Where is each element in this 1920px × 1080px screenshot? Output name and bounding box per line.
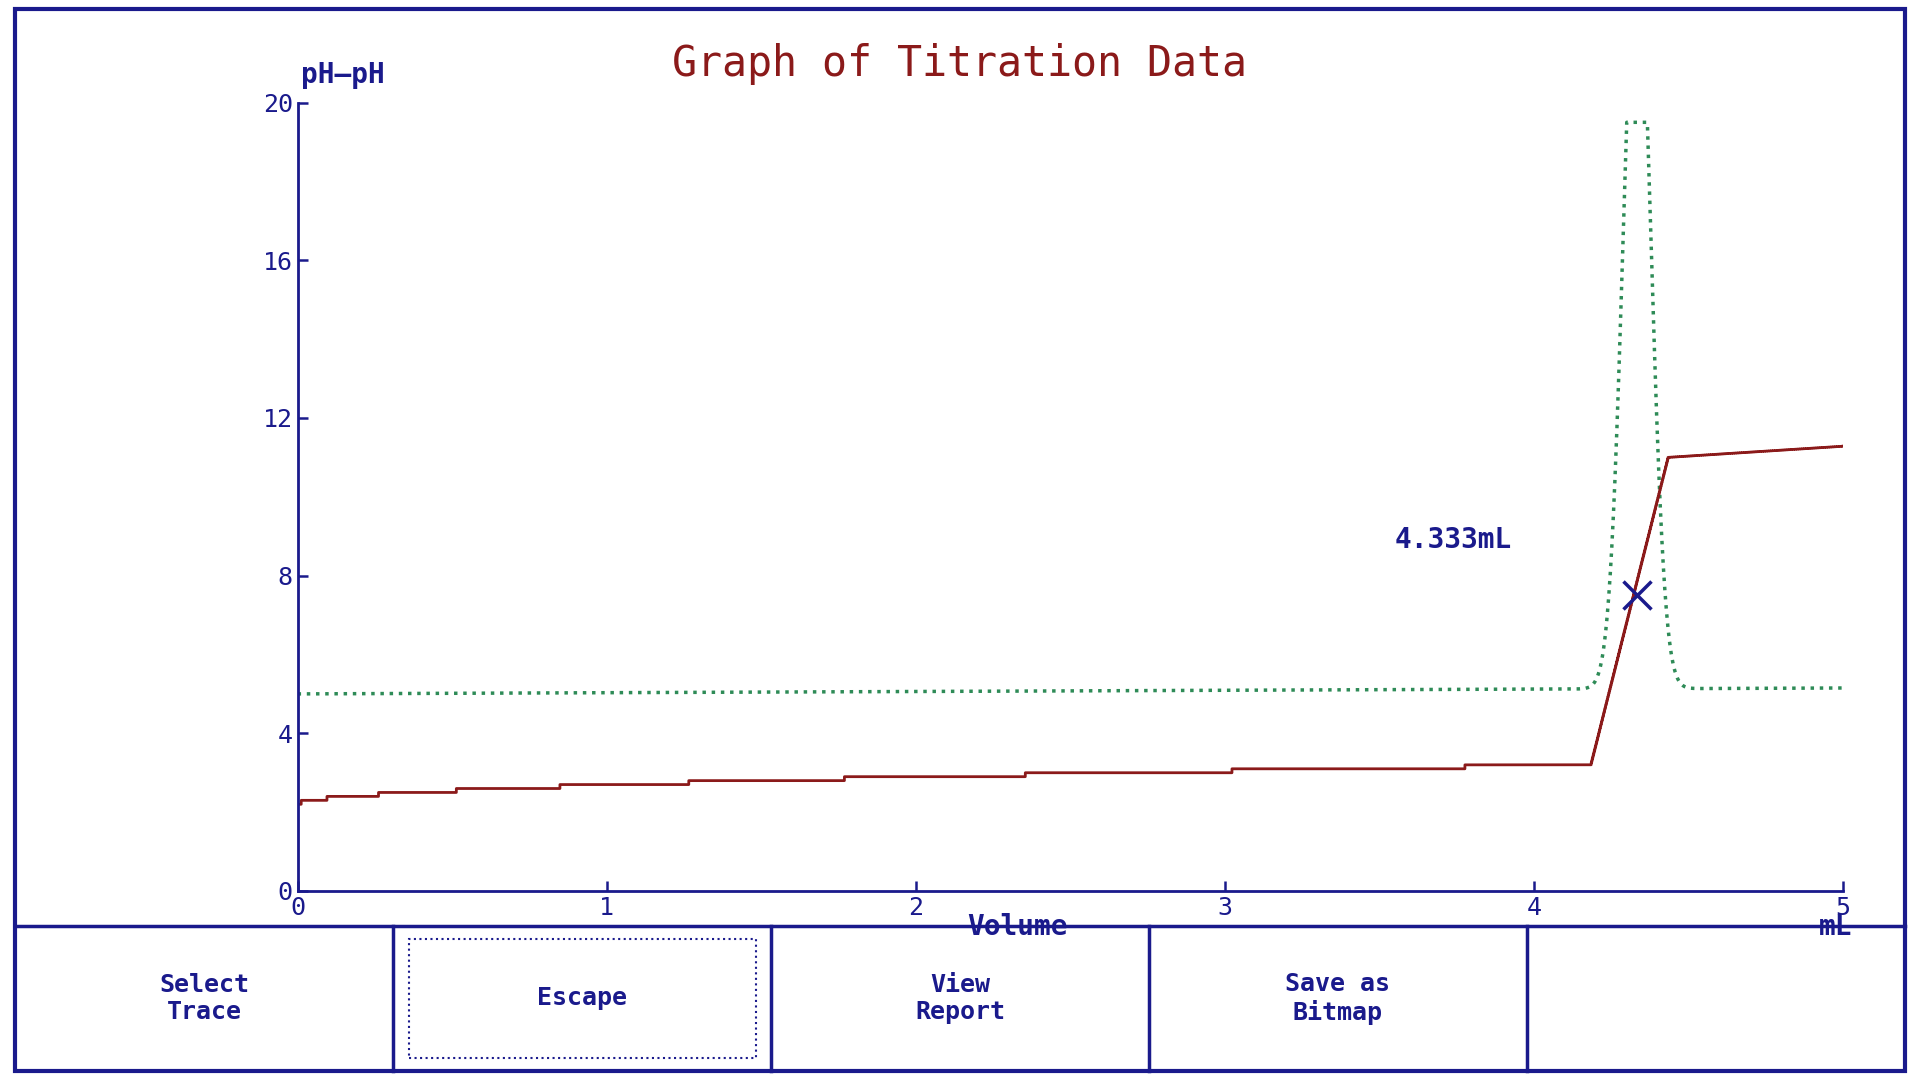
Text: Save as
Bitmap: Save as Bitmap xyxy=(1284,972,1390,1025)
Text: pH—pH: pH—pH xyxy=(301,60,386,89)
Text: Escape: Escape xyxy=(538,986,628,1011)
Text: Volume: Volume xyxy=(968,913,1068,941)
Text: mL: mL xyxy=(1820,913,1853,941)
Text: Graph of Titration Data: Graph of Titration Data xyxy=(672,43,1248,85)
Text: 4.333mL: 4.333mL xyxy=(1396,526,1513,554)
Text: Select
Trace: Select Trace xyxy=(159,973,250,1024)
Text: View
Report: View Report xyxy=(916,973,1004,1024)
